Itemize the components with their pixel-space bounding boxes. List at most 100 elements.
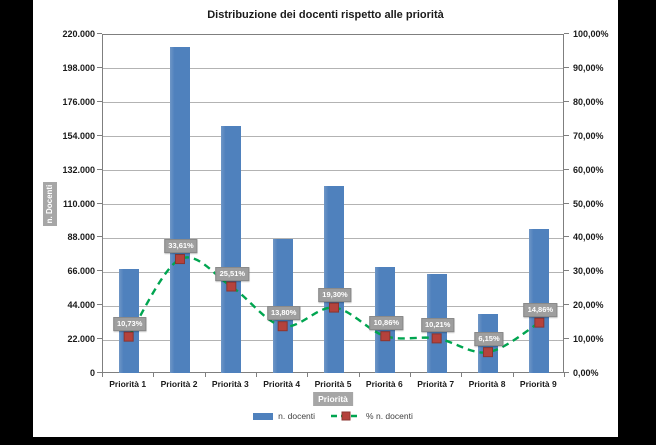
data-label: 14,86% — [523, 302, 558, 317]
right-axis-tick-label: 90,00% — [573, 62, 604, 73]
right-axis-tick — [564, 66, 569, 68]
right-axis-tick-label: 10,00% — [573, 334, 604, 345]
legend-label: n. docenti — [278, 411, 316, 421]
plot-area: 10,73% 33,61% 25,51% 13,80% 19,30% 10,86% 10,2… — [102, 34, 564, 373]
x-axis-tick-label: Priorità 9 — [519, 379, 557, 389]
y-axis-title-box: n. Docenti — [43, 182, 57, 226]
right-axis-tick-label: 80,00% — [573, 96, 604, 107]
left-axis-tick — [97, 236, 102, 238]
line-marker — [175, 254, 185, 265]
bar-swatch-icon — [253, 412, 274, 420]
left-axis-tick-label: 44.000 — [67, 300, 95, 311]
gridline — [103, 136, 563, 138]
percent-line — [127, 256, 540, 354]
x-axis-tick-label: Priorità 5 — [314, 379, 352, 389]
line-marker — [380, 331, 391, 342]
data-label: 25,51% — [215, 266, 250, 281]
right-axis-tick — [564, 270, 569, 272]
gridline — [103, 102, 563, 104]
left-axis-tick-label: 176.000 — [62, 96, 95, 107]
left-axis-tick-label: 154.000 — [62, 130, 95, 141]
line-marker — [277, 321, 288, 332]
right-axis-tick — [564, 202, 569, 204]
left-axis-tick — [97, 100, 102, 102]
right-axis-tick — [564, 100, 569, 102]
legend-label: % n. docenti — [366, 411, 413, 421]
x-axis-tick — [410, 373, 411, 377]
right-axis-tick-label: 70,00% — [573, 130, 604, 141]
chart-title: Distribuzione dei docenti rispetto alle … — [207, 9, 444, 21]
x-axis-tick-label: Priorità 6 — [365, 379, 403, 389]
left-axis-tick-label: 88.000 — [67, 232, 95, 243]
right-axis-tick-label: 0,00% — [573, 368, 599, 378]
left-axis-tick-label: 22.000 — [67, 334, 95, 345]
right-axis-tick-label: 100,00% — [573, 29, 609, 39]
x-axis-tick — [204, 373, 206, 377]
gridline — [103, 170, 563, 172]
line-marker — [534, 317, 545, 328]
data-label: 13,80% — [266, 306, 301, 321]
left-axis-tick — [97, 270, 102, 272]
y-axis-title: n. Docenti — [43, 182, 57, 226]
x-axis-tick — [358, 373, 360, 377]
x-axis-tick-label: Priorità 3 — [211, 379, 249, 389]
right-axis-tick — [564, 236, 569, 238]
right-axis-tick-label: 50,00% — [573, 198, 604, 209]
x-axis-tick-label: Priorità 8 — [468, 379, 506, 389]
bar — [221, 125, 242, 373]
right-axis-tick — [564, 134, 569, 136]
left-axis-tick — [97, 202, 102, 204]
left-axis-tick — [97, 134, 102, 136]
x-axis-title: Priorità — [313, 392, 353, 406]
x-axis-tick-label: Priorità 2 — [160, 379, 198, 389]
left-axis-tick-label: 110.000 — [62, 198, 95, 209]
right-axis-tick-label: 40,00% — [573, 232, 604, 243]
legend-item-line: % n. docenti — [331, 411, 413, 421]
left-axis-tick — [97, 168, 102, 170]
bar — [529, 228, 550, 373]
line-marker — [431, 333, 442, 344]
x-axis-tick — [102, 373, 103, 377]
line-series-layer — [123, 254, 545, 358]
x-axis-tick-label: Priorità 1 — [109, 379, 147, 389]
right-axis-tick — [564, 372, 569, 373]
line-marker — [123, 331, 134, 342]
legend-item-bars: n. docenti — [253, 411, 315, 421]
x-axis-tick — [307, 373, 309, 377]
right-axis-tick — [564, 338, 569, 340]
left-axis-tick — [97, 372, 102, 373]
data-label: 10,86% — [369, 316, 404, 331]
data-label: 33,61% — [164, 239, 198, 254]
right-axis-tick — [564, 304, 569, 306]
x-axis-tick-label: Priorità 7 — [417, 379, 455, 389]
right-axis-tick-label: 20,00% — [573, 300, 604, 311]
data-label: 10,21% — [420, 318, 455, 333]
right-axis-tick-label: 30,00% — [573, 266, 604, 277]
right-axis-tick-label: 60,00% — [573, 164, 604, 175]
gridline — [103, 68, 563, 70]
right-axis-tick — [564, 168, 569, 170]
line-marker — [329, 302, 339, 313]
data-label: 10,73% — [112, 316, 147, 331]
data-label: 19,30% — [318, 287, 352, 302]
x-axis-tick — [461, 373, 463, 377]
bar — [324, 185, 344, 373]
left-axis-tick-label: 132.000 — [62, 164, 95, 175]
left-axis-tick-label: 198.000 — [62, 62, 95, 73]
line-marker — [483, 347, 493, 358]
x-axis-tick — [564, 373, 565, 377]
left-axis-tick — [97, 304, 102, 306]
chart-canvas: Distribuzione dei docenti rispetto alle … — [33, 0, 618, 437]
line-swatch-icon — [331, 411, 362, 421]
left-axis-tick-label: 0 — [89, 368, 95, 378]
left-axis-tick-label: 66.000 — [67, 266, 95, 277]
data-label: 6,15% — [474, 332, 504, 347]
left-axis-tick — [97, 338, 102, 340]
x-axis-tick-label: Priorità 4 — [263, 379, 301, 389]
x-axis-tick — [153, 373, 155, 377]
bar — [272, 238, 293, 373]
line-marker — [226, 281, 237, 292]
legend: n. docenti % n. docenti — [102, 411, 564, 421]
x-axis-tick — [512, 373, 514, 377]
